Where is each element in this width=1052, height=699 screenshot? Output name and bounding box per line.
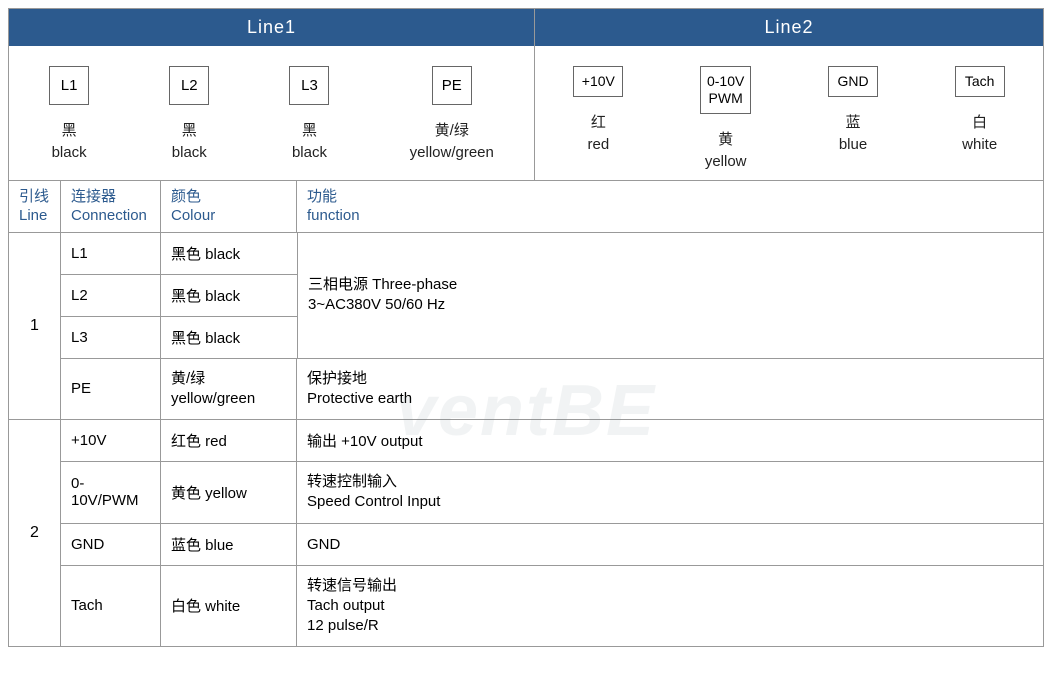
cell-colour: 黑色 black xyxy=(161,317,297,358)
line-number: 1 xyxy=(9,233,61,420)
line2-header: Line2 xyxy=(535,9,1043,46)
col-header-colour: 颜色 Colour xyxy=(161,181,297,232)
terminal-color-en: white xyxy=(962,136,997,153)
wiring-table: Line1 Line2 L1 黑 black L2 黑 black L3 黑 b… xyxy=(8,8,1044,647)
cell-connection: 0-10V/PWM xyxy=(61,462,161,523)
cell-function: GND xyxy=(297,524,1043,565)
terminal-box: L2 xyxy=(169,66,209,105)
cell-function: 保护接地Protective earth xyxy=(297,359,1043,420)
terminal-l1: L1 黑 black xyxy=(49,66,89,170)
cell-colour: 蓝色 blue xyxy=(161,524,297,565)
terminal-color-cn: 蓝 xyxy=(845,111,860,132)
line1-header: Line1 xyxy=(9,9,535,46)
terminal-gnd: GND 蓝 blue xyxy=(828,66,878,170)
terminals-row: L1 黑 black L2 黑 black L3 黑 black PE 黄/绿 … xyxy=(9,46,1043,181)
terminal-box: +10V xyxy=(573,66,623,97)
col-header-function: 功能 function xyxy=(297,181,1043,232)
cell-function: 转速控制输入Speed Control Input xyxy=(297,462,1043,523)
cell-function: 三相电源 Three-phase3~AC380V 50/60 Hz xyxy=(297,233,1043,358)
table-row: Tach 白色 white 转速信号输出Tach output12 pulse/… xyxy=(61,566,1043,647)
terminal-box: Tach xyxy=(955,66,1005,97)
cell-colour: 黄色 yellow xyxy=(161,462,297,523)
cell-colour: 黑色 black xyxy=(161,275,297,316)
cell-connection: L1 xyxy=(61,233,161,274)
terminal-color-cn: 红 xyxy=(591,111,606,132)
cell-function: 转速信号输出Tach output12 pulse/R xyxy=(297,566,1043,647)
terminal-box: GND xyxy=(828,66,878,97)
cell-colour: 黄/绿yellow/green xyxy=(161,359,297,420)
terminal-color-cn: 黑 xyxy=(302,119,317,140)
cell-connection: PE xyxy=(61,359,161,420)
cell-connection: GND xyxy=(61,524,161,565)
terminal-box: L1 xyxy=(49,66,89,105)
col-header-line: 引线 Line xyxy=(9,181,61,232)
cell-colour: 黑色 black xyxy=(161,233,297,274)
line1-group: 1 L1 黑色 black L2 黑色 black L3 xyxy=(9,233,1043,421)
terminal-color-cn: 黑 xyxy=(62,119,77,140)
table-row: GND 蓝色 blue GND xyxy=(61,524,1043,566)
line-headers: Line1 Line2 xyxy=(9,9,1043,46)
cell-colour: 红色 red xyxy=(161,420,297,461)
terminal-l2: L2 黑 black xyxy=(169,66,209,170)
terminal-color-en: blue xyxy=(839,136,867,153)
terminal-color-en: black xyxy=(172,144,207,161)
cell-connection: L2 xyxy=(61,275,161,316)
table-row: L1 黑色 black xyxy=(61,233,297,275)
terminal-0-10v-pwm: 0-10VPWM 黄 yellow xyxy=(700,66,751,170)
terminal-box: 0-10VPWM xyxy=(700,66,751,114)
table-row: +10V 红色 red 输出 +10V output xyxy=(61,420,1043,462)
cell-colour: 白色 white xyxy=(161,566,297,647)
terminal-color-en: black xyxy=(292,144,327,161)
terminal-color-en: yellow xyxy=(705,153,747,170)
terminal-color-cn: 白 xyxy=(972,111,987,132)
table-row: L2 黑色 black xyxy=(61,275,297,317)
col-header-connection: 连接器 Connection xyxy=(61,181,161,232)
terminal-color-en: yellow/green xyxy=(410,144,494,161)
cell-connection: Tach xyxy=(61,566,161,647)
terminal-tach: Tach 白 white xyxy=(955,66,1005,170)
cell-connection: L3 xyxy=(61,317,161,358)
terminal-color-en: red xyxy=(587,136,609,153)
terminal-color-cn: 黄/绿 xyxy=(435,119,469,140)
terminal-color-cn: 黑 xyxy=(182,119,197,140)
terminal-pe: PE 黄/绿 yellow/green xyxy=(410,66,494,170)
terminals-group-line1: L1 黑 black L2 黑 black L3 黑 black PE 黄/绿 … xyxy=(9,46,535,180)
terminal-color-en: black xyxy=(52,144,87,161)
description-header-row: 引线 Line 连接器 Connection 颜色 Colour 功能 func… xyxy=(9,181,1043,233)
terminal-color-cn: 黄 xyxy=(718,128,733,149)
terminal-box: L3 xyxy=(289,66,329,105)
terminal-10v: +10V 红 red xyxy=(573,66,623,170)
terminal-box: PE xyxy=(432,66,472,105)
description-body: 1 L1 黑色 black L2 黑色 black L3 xyxy=(9,233,1043,647)
line2-group: 2 +10V 红色 red 输出 +10V output 0-10V/PWM 黄… xyxy=(9,420,1043,646)
three-phase-block: L1 黑色 black L2 黑色 black L3 黑色 black 三相电源… xyxy=(61,233,1043,359)
line-number: 2 xyxy=(9,420,61,646)
terminal-l3: L3 黑 black xyxy=(289,66,329,170)
cell-connection: +10V xyxy=(61,420,161,461)
table-row: L3 黑色 black xyxy=(61,317,297,358)
table-row: 0-10V/PWM 黄色 yellow 转速控制输入Speed Control … xyxy=(61,462,1043,524)
terminals-group-line2: +10V 红 red 0-10VPWM 黄 yellow GND 蓝 blue … xyxy=(535,46,1043,180)
table-row: PE 黄/绿yellow/green 保护接地Protective earth xyxy=(61,359,1043,420)
cell-function: 输出 +10V output xyxy=(297,420,1043,461)
